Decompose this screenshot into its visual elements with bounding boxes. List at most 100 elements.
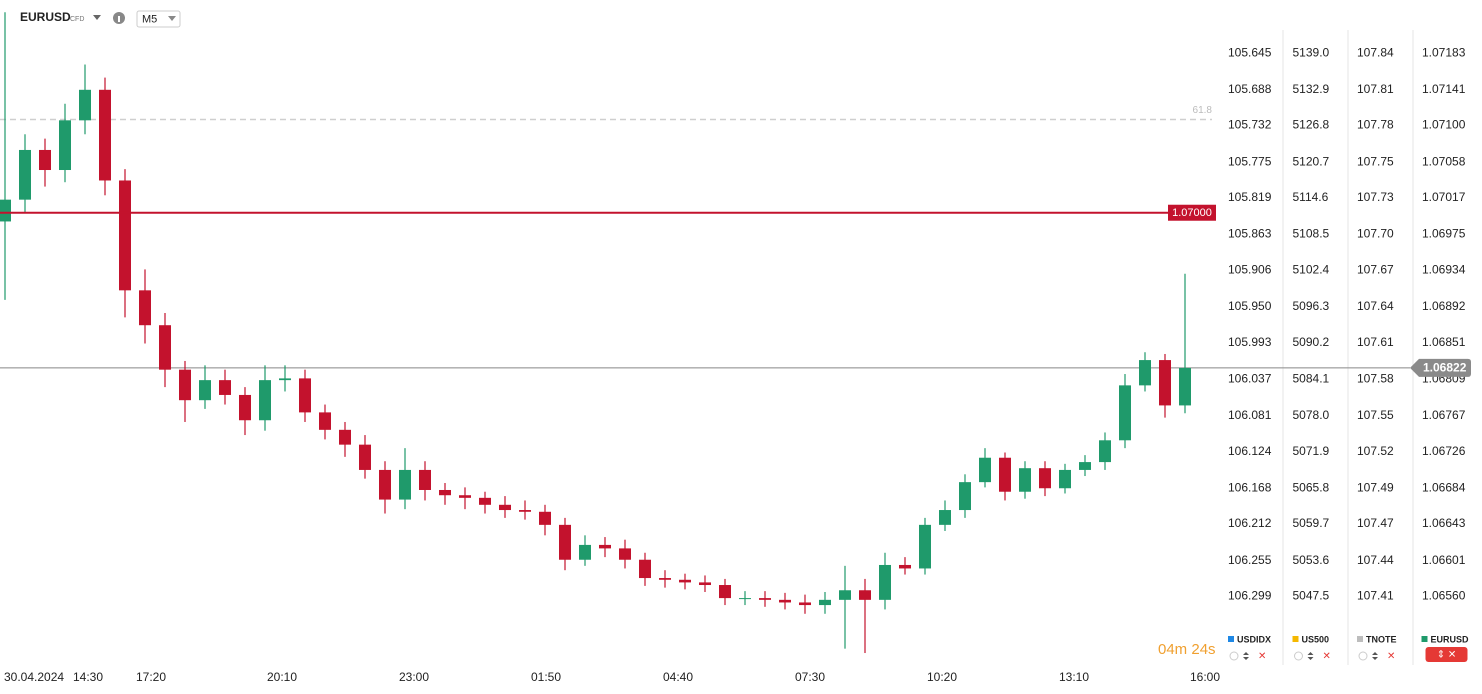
candle-body [419,469,431,490]
y-tick-label: 1.07058 [1422,154,1466,168]
scale-label: 5071.9 [1293,444,1330,458]
candle-body [619,548,631,560]
candle-body [459,495,471,498]
x-tick-label: 01:50 [531,670,561,684]
scale-label: 106.081 [1228,408,1272,422]
scale-label: 5059.7 [1293,516,1330,530]
y-tick-label: 1.06975 [1422,227,1466,241]
candle-body [479,497,491,505]
toolbar: EURUSD CFD M5 [20,10,181,28]
scale-label: 105.775 [1228,154,1272,168]
scale-label: 105.645 [1228,45,1272,59]
candle-body [1099,440,1111,463]
scale-label: 106.124 [1228,444,1272,458]
y-tick-label: 1.06892 [1422,299,1466,313]
legend-swatch [1292,636,1299,642]
candle-body [579,544,591,560]
candle-body [1179,367,1191,406]
y-tick-label: 1.07141 [1422,82,1466,96]
level-tag [1168,204,1216,221]
timeframe-select[interactable] [136,10,181,28]
info-glyph [118,16,120,22]
y-tick-label: 1.07100 [1422,118,1466,132]
y-tick-label: 1.06851 [1422,335,1466,349]
badge: CFD [70,16,84,23]
scale-label: 5126.8 [1293,118,1330,132]
candle-body [799,602,811,606]
candle-body [219,380,231,395]
candle-body [359,444,371,470]
candle-body [0,199,11,222]
scale-label: 5065.8 [1293,480,1330,494]
scale-label: 107.64 [1357,299,1394,313]
candle-body [559,524,571,560]
remove-icon[interactable]: ✕ [1258,651,1266,662]
eye-icon[interactable] [1358,651,1368,661]
candle-body [159,325,171,370]
candle-body [399,469,411,500]
remove-icon[interactable]: ✕ [1387,651,1395,662]
x-tick-label: 23:00 [399,670,429,684]
scale-label: 5078.0 [1293,408,1330,422]
candle-body [439,489,451,496]
candle-body [959,482,971,511]
candle-body [639,559,651,579]
scale-label: 5084.1 [1293,371,1330,385]
candle-body [819,599,831,606]
symbol[interactable]: EURUSD [20,10,71,24]
candle-body [1079,462,1091,470]
legend-swatch [1357,636,1363,642]
legend-label: EURUSD [1431,634,1470,644]
scale-label: 5132.9 [1293,82,1330,96]
candle-body [299,378,311,413]
y-tick-label: 1.06767 [1422,408,1466,422]
scale-label: 105.993 [1228,335,1272,349]
y-tick-label: 1.06934 [1422,262,1466,276]
candle-body [119,180,131,291]
sort-icon[interactable] [1372,652,1378,660]
legend-swatch [1421,636,1428,642]
candle-body [99,89,111,181]
eye-icon[interactable] [1229,651,1239,661]
eye-icon[interactable] [1294,651,1303,661]
y-tick-label: 1.07183 [1422,45,1466,59]
candle-body [679,579,691,583]
scale-label: 5114.6 [1293,190,1329,204]
sort-icon[interactable] [1307,652,1314,660]
y-tick-label: 1.06684 [1422,480,1466,494]
candle-body [1039,468,1051,489]
legend-actions[interactable] [1425,647,1468,662]
timeframe: M5 [142,13,157,25]
dropdown-arrow [168,16,176,21]
candle-body [319,412,331,430]
x-tick-label: 04:40 [663,670,693,684]
x-tick-label: 13:10 [1059,670,1089,684]
candle-body [519,510,531,512]
scale-label: 5047.5 [1293,589,1330,603]
candle-body [499,504,511,511]
scale-label: 105.732 [1228,118,1272,132]
x-tick-label: 07:30 [795,670,825,684]
sort-icon[interactable] [1243,652,1249,660]
candle-body [79,89,91,121]
candle-body [1059,469,1071,489]
scale-label: 107.55 [1357,408,1394,422]
dropdown-arrow[interactable] [93,15,101,20]
candle-body [719,585,731,599]
scale-label: 106.212 [1228,516,1272,530]
scale-label: 107.81 [1357,82,1394,96]
candle-timer: 04m 24s [1158,641,1216,658]
candle-body [279,378,291,381]
y-tick-label: 1.07017 [1422,190,1466,204]
candle-body [599,544,611,549]
candle-body [739,598,751,600]
candle-body [1019,468,1031,492]
scale-label: 107.61 [1357,335,1394,349]
x-tick-label: 10:20 [927,670,957,684]
scale-label: 107.47 [1357,516,1394,530]
candle-body [779,599,791,603]
remove-icon[interactable]: ✕ [1323,651,1331,662]
scale-label: 5120.7 [1293,154,1330,168]
